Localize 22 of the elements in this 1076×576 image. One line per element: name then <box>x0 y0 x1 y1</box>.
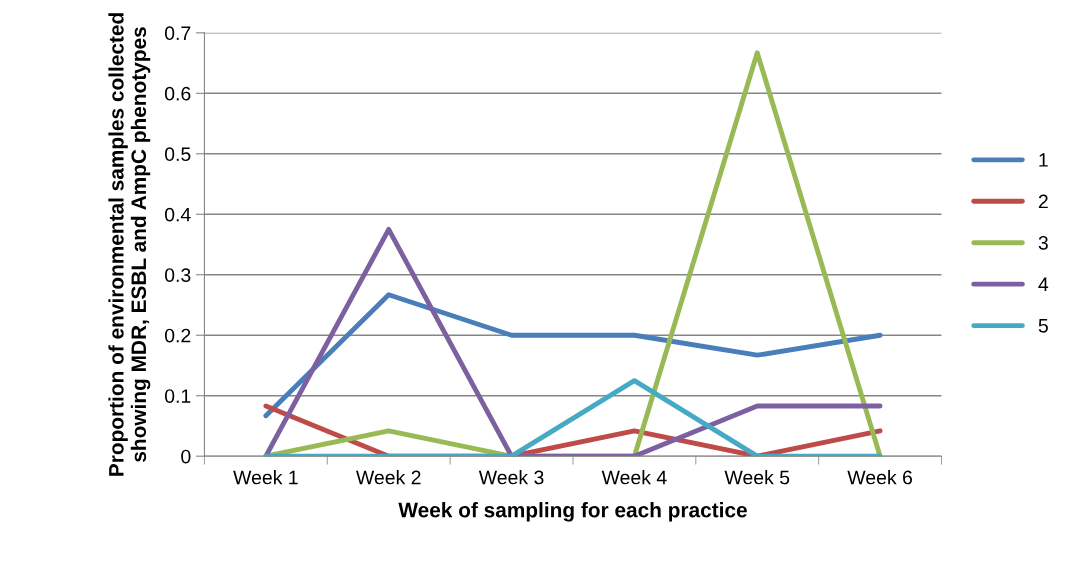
legend-label: 3 <box>1038 235 1048 250</box>
x-tick-label: Week 1 <box>233 470 298 485</box>
y-tick-label: 0.4 <box>164 207 191 222</box>
line-series <box>263 292 883 419</box>
y-axis-title: Proportion of environmental samples collected showing MDR, ESBL and AmpC phenotypes <box>108 13 151 476</box>
x-tick-label: Week 3 <box>478 470 544 485</box>
legend-label: 5 <box>1038 319 1048 333</box>
x-tick-label: Week 4 <box>601 470 667 485</box>
y-tick-label: 0.1 <box>164 389 191 403</box>
y-tick-label: 0.6 <box>164 86 191 101</box>
x-tick-label: Week 5 <box>724 470 790 485</box>
x-tick-label: Week 6 <box>847 470 913 485</box>
x-tick-label: Week 2 <box>356 470 421 485</box>
y-tick-label: 0.7 <box>164 26 191 41</box>
y-tick-label: 0.3 <box>164 268 191 282</box>
y-tick-label: 0 <box>181 449 191 464</box>
x-axis-title: Week of sampling for each practice <box>398 502 747 522</box>
legend-label: 1 <box>1039 153 1048 167</box>
y-tick-label: 0.2 <box>164 328 191 343</box>
legend-label: 2 <box>1038 194 1048 209</box>
y-tick-label: 0.5 <box>164 147 191 162</box>
legend-label: 4 <box>1038 277 1049 291</box>
